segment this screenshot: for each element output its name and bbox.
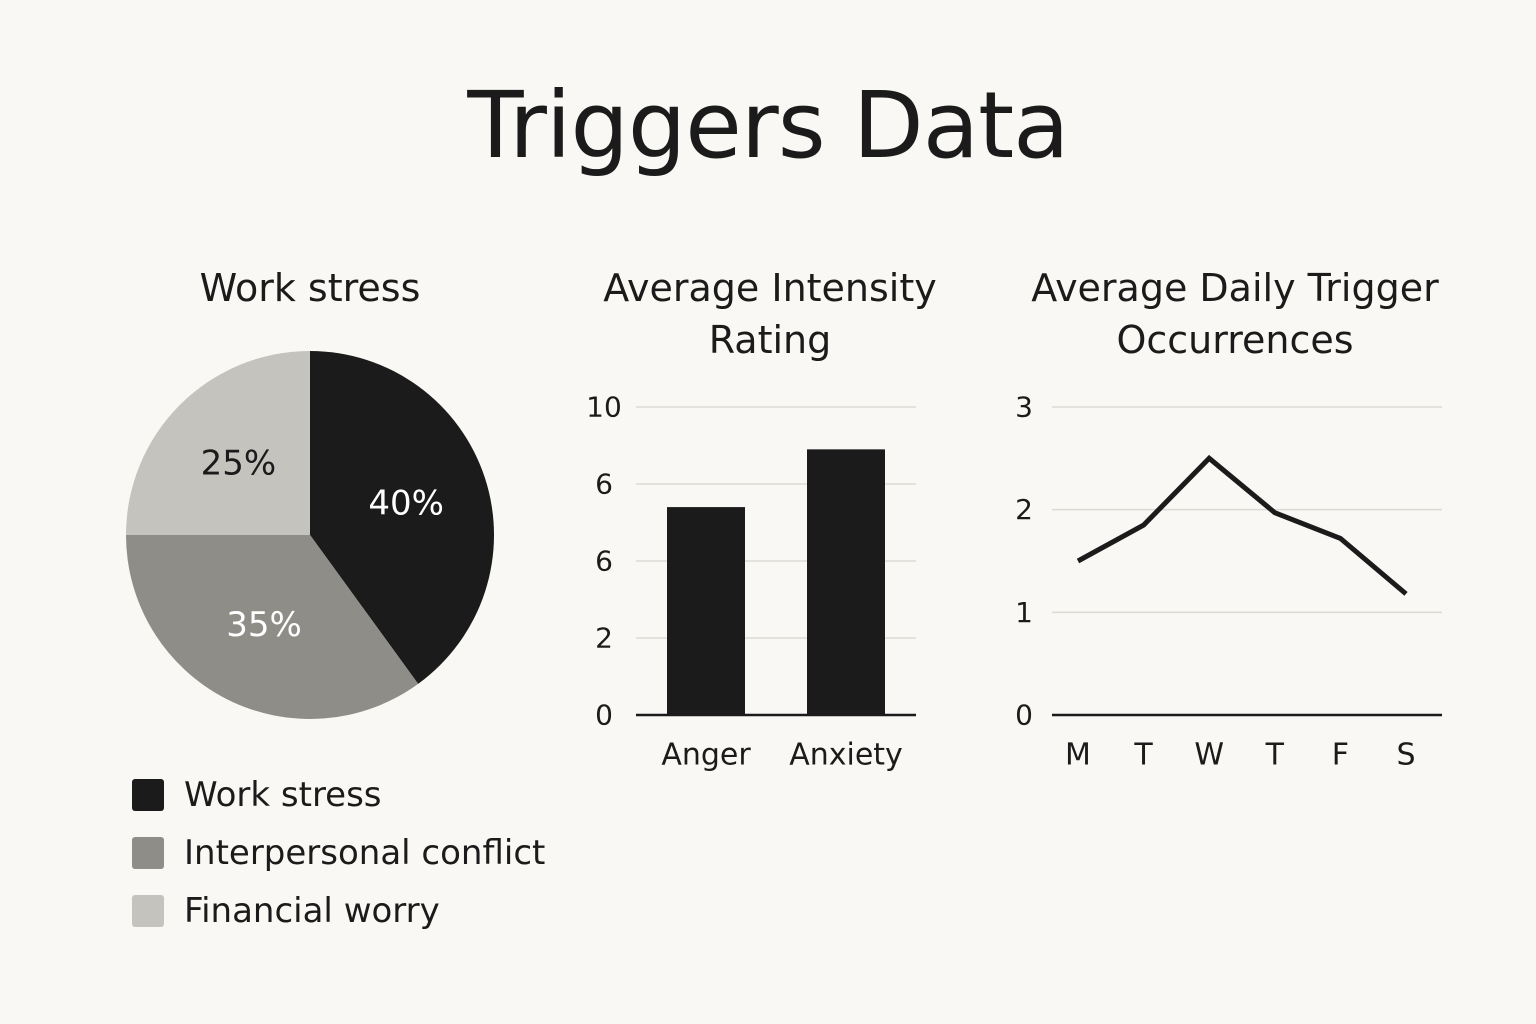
bar (807, 449, 885, 715)
pie-slice (126, 535, 419, 719)
legend-label: Work stress (184, 775, 382, 815)
legend-swatch (132, 779, 164, 811)
x-tick-label: Anger (661, 738, 751, 773)
bar (667, 507, 745, 715)
legend-item-work-stress: Work stress (132, 775, 545, 815)
legend-label: Financial worry (184, 891, 440, 931)
x-tick-label: Anxiety (789, 738, 903, 773)
legend-swatch (132, 837, 164, 869)
y-tick-label: 0 (1015, 699, 1033, 732)
pie-slice-label: 40% (368, 484, 444, 524)
x-tick-label: W (1194, 738, 1224, 773)
pie-legend: Work stress Interpersonal conflict Finan… (132, 775, 545, 949)
y-tick-label: 2 (1015, 493, 1033, 526)
legend-swatch (132, 895, 164, 927)
page-title: Triggers Data (467, 72, 1069, 179)
series-line (1076, 454, 1408, 596)
pie-slice-label: 25% (201, 443, 277, 483)
x-tick-label: F (1332, 738, 1349, 773)
x-tick-label: T (1133, 738, 1153, 773)
y-tick-label: 10 (586, 391, 622, 424)
bar-chart: 0 2 6 6 10 Anger Anxiety (586, 391, 916, 773)
legend-item-interpersonal-conflict: Interpersonal conflict (132, 833, 545, 873)
y-tick-label: 6 (595, 468, 613, 501)
pie-chart-title: Work stress (199, 266, 421, 310)
y-tick-label: 6 (595, 545, 613, 578)
legend-item-financial-worry: Financial worry (132, 891, 545, 931)
pie-chart: 40% 35% 25% (126, 351, 494, 719)
pie-slice (310, 351, 494, 684)
line-chart: 0 1 2 3 M T W T F S (1015, 391, 1442, 773)
y-tick-label: 1 (1015, 596, 1033, 629)
y-tick-label: 2 (595, 622, 613, 655)
x-tick-label: S (1396, 738, 1415, 773)
pie-slice-label: 35% (226, 605, 302, 645)
bar-chart-title: Average Intensity Rating (603, 266, 937, 362)
x-tick-label: M (1065, 738, 1091, 773)
y-tick-label: 0 (595, 699, 613, 732)
pie-slice (126, 351, 310, 535)
line-chart-title: Average Daily Trigger Occurrences (1031, 266, 1439, 362)
x-tick-label: T (1265, 738, 1285, 773)
y-tick-label: 3 (1015, 391, 1033, 424)
legend-label: Interpersonal conflict (184, 833, 546, 873)
